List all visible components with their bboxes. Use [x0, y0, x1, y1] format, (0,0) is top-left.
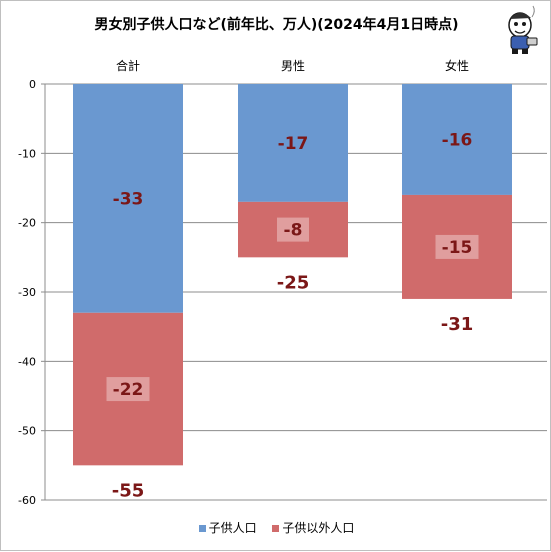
legend-item-non-children: 子供以外人口: [272, 519, 354, 536]
legend-label-children: 子供人口: [208, 521, 257, 535]
total-label-0: -55: [112, 480, 145, 501]
y-tick-label-3: -30: [18, 286, 36, 299]
data-label-0-2: -16: [442, 130, 473, 150]
data-label-0-1: -17: [278, 134, 309, 154]
y-tick-label-6: -60: [18, 494, 36, 507]
category-label-0: 合計: [116, 58, 140, 73]
total-label-2: -31: [441, 314, 474, 335]
bar-0-1: [238, 84, 348, 202]
category-label-2: 女性: [445, 58, 469, 73]
y-tick-label-5: -50: [18, 425, 36, 438]
bar-1-1: [238, 201, 348, 258]
total-label-1: -25: [277, 272, 310, 293]
data-label-0-0: -33: [113, 189, 144, 209]
y-tick-label-2: -20: [18, 217, 36, 230]
data-label-1-1: -8: [284, 221, 303, 241]
chart-title: 男女別子供人口など(前年比、万人)(2024年4月1日時点): [94, 17, 459, 33]
bar-1-0: [73, 312, 183, 466]
data-label-bg-1-1: [277, 217, 309, 242]
y-tick-label-0: 0: [29, 78, 36, 91]
y-tick-label-4: -40: [18, 355, 36, 368]
bar-0-0: [73, 84, 183, 313]
y-tick-label-1: -10: [18, 147, 36, 160]
legend-item-children: 子供人口: [198, 519, 257, 536]
data-label-1-2: -15: [442, 238, 473, 258]
bar-1-2: [402, 194, 512, 299]
legend: 子供人口 子供以外人口: [1, 519, 551, 536]
cartoon-mascot-icon: [508, 5, 538, 54]
category-label-1: 男性: [281, 59, 305, 73]
data-label-1-0: -22: [113, 380, 144, 400]
legend-label-non-children: 子供以外人口: [282, 521, 355, 535]
data-label-bg-1-2: [435, 234, 479, 259]
legend-swatch-children: [198, 525, 206, 532]
bar-0-2: [402, 84, 512, 195]
legend-swatch-non-children: [272, 525, 280, 532]
data-label-bg-1-0: [106, 377, 150, 402]
